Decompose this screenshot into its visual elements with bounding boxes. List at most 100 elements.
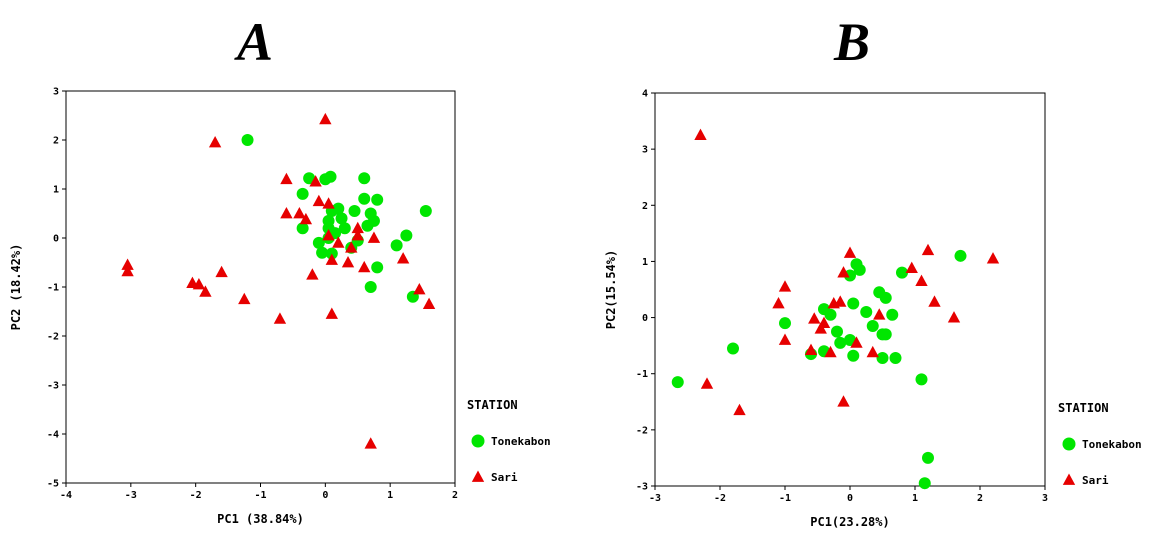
x-tick-label: -1 — [779, 493, 791, 504]
data-point-sari — [280, 207, 293, 219]
x-tick-label: -2 — [190, 490, 202, 501]
data-point-tonekabon — [879, 291, 892, 304]
y-tick-label: 2 — [642, 201, 648, 212]
data-point-sari — [808, 312, 821, 324]
data-point-tonekabon — [834, 336, 847, 349]
series-sari — [121, 112, 436, 449]
data-point-sari — [422, 297, 436, 310]
data-point-sari — [293, 207, 306, 219]
data-point-sari — [827, 297, 840, 309]
data-point-sari — [396, 252, 410, 264]
data-point-sari — [778, 280, 792, 292]
legend-label-sari: Sari — [1082, 474, 1109, 487]
legend-title: STATION — [1058, 401, 1109, 415]
y-tick-label: -5 — [47, 479, 59, 490]
data-point-sari — [700, 377, 714, 389]
data-point-tonekabon — [324, 170, 337, 183]
data-point-sari — [238, 292, 251, 305]
data-point-tonekabon — [332, 202, 345, 215]
data-point-sari — [947, 311, 961, 323]
data-point-tonekabon — [876, 351, 889, 364]
data-point-sari — [192, 278, 206, 290]
data-point-sari — [905, 261, 918, 274]
data-point-sari — [351, 229, 364, 241]
data-point-tonekabon — [358, 192, 371, 205]
data-point-sari — [208, 135, 222, 148]
data-point-tonekabon — [358, 172, 371, 185]
data-point-sari — [325, 307, 338, 319]
y-tick-label: -2 — [636, 425, 648, 436]
plot-frame — [654, 92, 1046, 487]
data-point-sari — [319, 112, 332, 125]
data-point-sari — [273, 312, 287, 324]
data-point-sari — [986, 252, 1000, 264]
data-point-sari — [322, 229, 335, 241]
y-tick-label: -3 — [636, 482, 648, 493]
x-axis-label: PC1(23.28%) — [810, 515, 889, 529]
x-tick-label: -3 — [649, 493, 661, 504]
data-point-tonekabon — [954, 249, 967, 262]
data-point-sari — [332, 236, 345, 248]
data-point-sari — [367, 231, 381, 243]
y-axis-label: PC2(15.54%) — [604, 250, 618, 329]
x-tick-label: 1 — [912, 493, 918, 504]
data-point-tonekabon — [316, 246, 329, 259]
data-point-sari — [312, 194, 326, 207]
data-point-sari — [358, 260, 371, 273]
data-point-sari — [413, 282, 426, 295]
data-point-tonekabon — [727, 342, 739, 355]
legend-title: STATION — [467, 398, 518, 412]
data-point-sari — [915, 274, 928, 286]
x-tick-label: 3 — [1042, 493, 1048, 504]
data-point-tonekabon — [335, 212, 348, 225]
x-tick-label: -2 — [714, 493, 726, 504]
series-tonekabon — [671, 249, 967, 490]
data-point-sari — [322, 197, 335, 209]
x-tick-label: -4 — [60, 490, 72, 501]
data-point-tonekabon — [371, 193, 384, 206]
data-point-sari — [341, 256, 355, 268]
legend-label-tonekabon: Tonekabon — [1082, 438, 1142, 451]
data-point-sari — [351, 221, 364, 234]
y-tick-label: 1 — [642, 257, 648, 268]
data-point-sari — [121, 258, 134, 270]
data-point-tonekabon — [419, 205, 432, 218]
series-sari — [694, 128, 1000, 416]
data-point-sari — [814, 322, 827, 334]
legend-label-tonekabon: Tonekabon — [491, 435, 551, 448]
data-point-tonekabon — [296, 222, 309, 235]
data-point-tonekabon — [361, 219, 374, 232]
legend: STATION Tonekabon Sari — [467, 398, 551, 484]
data-point-tonekabon — [866, 319, 879, 332]
y-tick-label: -2 — [47, 332, 59, 343]
data-point-tonekabon — [889, 351, 902, 364]
y-tick-label: -3 — [47, 381, 59, 392]
data-point-sari — [778, 333, 792, 345]
data-point-sari — [928, 295, 941, 307]
legend-marker-sari — [471, 470, 485, 482]
y-tick-label: 2 — [53, 136, 59, 147]
legend-marker-tonekabon — [471, 434, 485, 448]
x-tick-label: -3 — [125, 490, 137, 501]
series-tonekabon — [241, 134, 432, 303]
data-point-sari — [850, 336, 863, 348]
y-axis-label: PC2 (18.42%) — [9, 244, 23, 331]
data-point-tonekabon — [915, 373, 928, 386]
data-point-tonekabon — [879, 328, 892, 341]
data-point-tonekabon — [348, 205, 361, 218]
data-point-sari — [733, 403, 746, 416]
data-point-sari — [694, 128, 707, 140]
data-point-sari — [215, 265, 228, 278]
data-point-sari — [837, 266, 850, 278]
data-point-tonekabon — [400, 229, 413, 242]
data-point-tonekabon — [312, 236, 325, 249]
x-tick-label: 1 — [387, 490, 393, 501]
data-point-tonekabon — [824, 308, 837, 321]
y-tick-label: 1 — [53, 185, 59, 196]
data-point-tonekabon — [853, 263, 866, 276]
legend: STATION Tonekabon Sari — [1058, 401, 1142, 487]
x-tick-label: 2 — [977, 493, 983, 504]
data-point-tonekabon — [847, 349, 860, 362]
